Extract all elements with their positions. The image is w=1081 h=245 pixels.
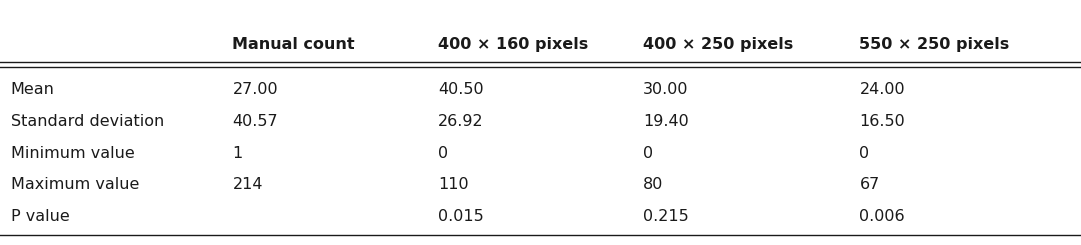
Text: Manual count: Manual count (232, 37, 355, 52)
Text: 0: 0 (859, 146, 869, 161)
Text: 400 × 250 pixels: 400 × 250 pixels (643, 37, 793, 52)
Text: 0.215: 0.215 (643, 209, 689, 224)
Text: Minimum value: Minimum value (11, 146, 134, 161)
Text: 0.006: 0.006 (859, 209, 905, 224)
Text: 80: 80 (643, 177, 664, 193)
Text: 19.40: 19.40 (643, 114, 689, 129)
Text: 0.015: 0.015 (438, 209, 483, 224)
Text: 40.50: 40.50 (438, 82, 483, 97)
Text: 27.00: 27.00 (232, 82, 278, 97)
Text: 550 × 250 pixels: 550 × 250 pixels (859, 37, 1010, 52)
Text: 1: 1 (232, 146, 242, 161)
Text: 16.50: 16.50 (859, 114, 905, 129)
Text: 24.00: 24.00 (859, 82, 905, 97)
Text: 40.57: 40.57 (232, 114, 278, 129)
Text: 110: 110 (438, 177, 468, 193)
Text: P value: P value (11, 209, 69, 224)
Text: Standard deviation: Standard deviation (11, 114, 164, 129)
Text: Maximum value: Maximum value (11, 177, 139, 193)
Text: 0: 0 (438, 146, 448, 161)
Text: 214: 214 (232, 177, 263, 193)
Text: 67: 67 (859, 177, 880, 193)
Text: Mean: Mean (11, 82, 55, 97)
Text: 400 × 160 pixels: 400 × 160 pixels (438, 37, 588, 52)
Text: 26.92: 26.92 (438, 114, 483, 129)
Text: 30.00: 30.00 (643, 82, 689, 97)
Text: 0: 0 (643, 146, 653, 161)
